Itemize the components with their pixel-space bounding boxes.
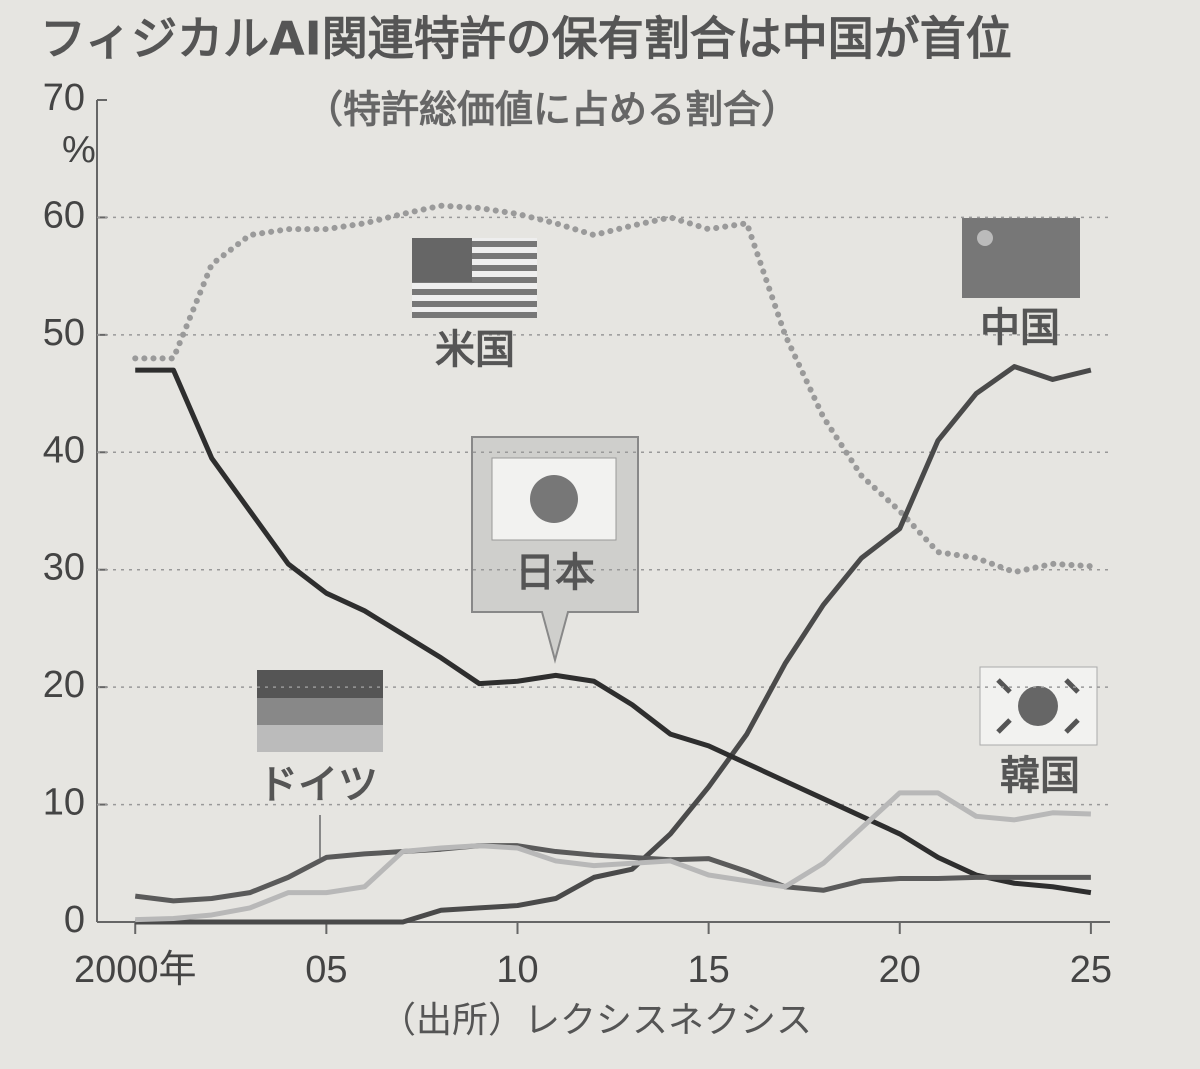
germany-flag (257, 670, 383, 752)
series-line (135, 367, 1092, 896)
y-tick-label: 10 (43, 782, 85, 824)
series-label: ドイツ (258, 762, 378, 808)
series-line (135, 364, 1092, 925)
us-flag (412, 238, 537, 318)
x-tick-label: 05 (305, 949, 347, 991)
x-tick-label: 25 (1070, 949, 1112, 991)
series-label: 米国 (435, 327, 515, 373)
chart-subtitle: （特許総価値に占める割合） (305, 88, 799, 132)
series-label: 韓国 (1000, 753, 1080, 799)
chart-title: フィジカルAI関連特許の保有割合は中国が首位 (40, 12, 1012, 66)
series-label: 中国 (980, 305, 1060, 351)
series-line (134, 843, 1091, 904)
korea-flag (979, 666, 1098, 746)
china-flag (962, 218, 1080, 298)
x-tick-label: 20 (879, 949, 921, 991)
source: （出所）レクシスネクシス (380, 1000, 812, 1041)
japan-callout (471, 436, 639, 664)
series-label: 日本 (515, 550, 595, 596)
y-unit: % (62, 129, 96, 171)
y-tick-label: 20 (43, 664, 85, 706)
y-tick-label: 30 (43, 547, 85, 589)
x-tick-label: 10 (496, 949, 538, 991)
y-tick-label: 40 (43, 429, 85, 471)
y-tick-label: 60 (43, 194, 85, 236)
series-line (132, 202, 1094, 576)
y-tick-label: 50 (43, 312, 85, 354)
y-tick-label: 70 (43, 77, 85, 119)
x-tick-label: 15 (687, 949, 729, 991)
series-line (135, 790, 1091, 923)
x-tick-label: 2000年 (74, 949, 197, 991)
y-tick-label: 0 (64, 899, 85, 941)
